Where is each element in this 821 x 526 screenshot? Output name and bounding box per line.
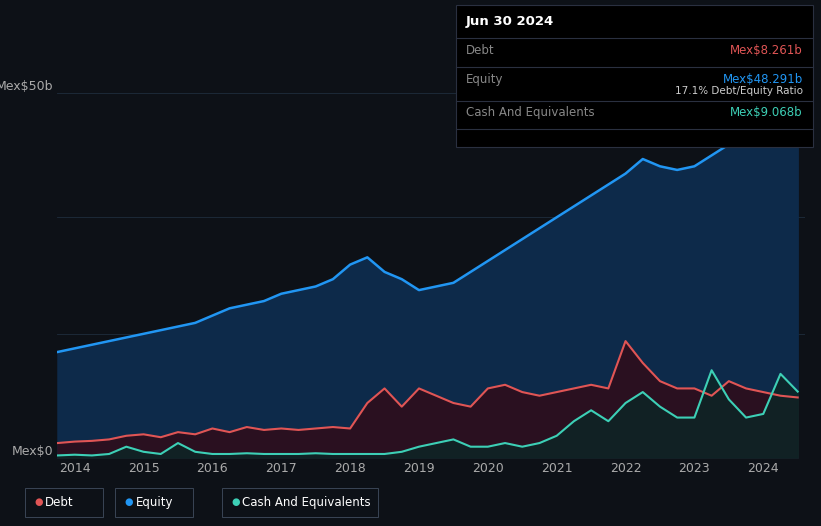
Text: Jun 30 2024: Jun 30 2024 <box>466 15 553 28</box>
Text: ●: ● <box>125 497 133 508</box>
Text: ●: ● <box>34 497 43 508</box>
Text: Mex$0: Mex$0 <box>12 444 53 458</box>
Text: 17.1% Debt/Equity Ratio: 17.1% Debt/Equity Ratio <box>675 86 803 96</box>
Text: Equity: Equity <box>135 496 173 509</box>
Text: Mex$9.068b: Mex$9.068b <box>731 106 803 119</box>
Text: Debt: Debt <box>466 44 494 57</box>
Text: Cash And Equivalents: Cash And Equivalents <box>466 106 594 119</box>
Text: Mex$50b: Mex$50b <box>0 80 53 94</box>
Text: Mex$48.291b: Mex$48.291b <box>722 73 803 86</box>
Text: ●: ● <box>232 497 240 508</box>
Text: Debt: Debt <box>45 496 74 509</box>
Text: Mex$8.261b: Mex$8.261b <box>730 44 803 57</box>
Text: Cash And Equivalents: Cash And Equivalents <box>242 496 371 509</box>
Text: Equity: Equity <box>466 73 503 86</box>
